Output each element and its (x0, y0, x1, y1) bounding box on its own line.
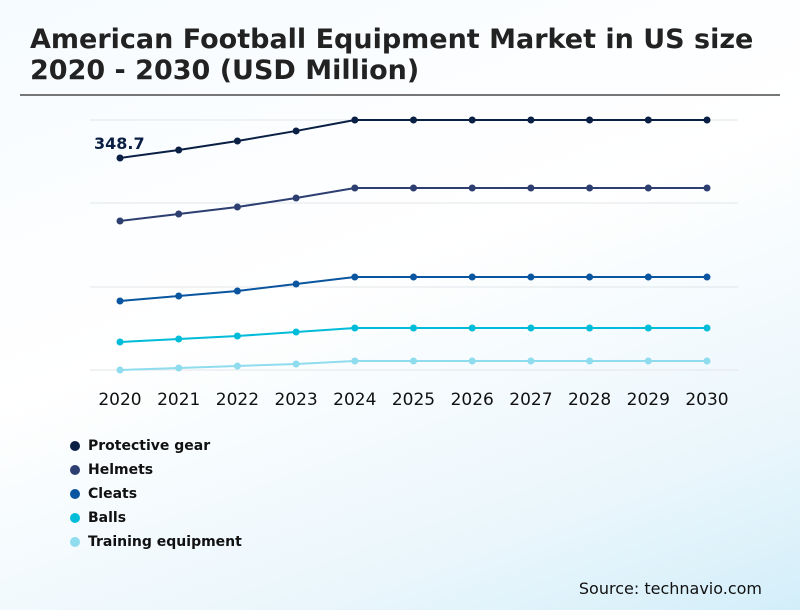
data-point (644, 116, 652, 124)
data-point (116, 338, 124, 346)
data-point (703, 273, 711, 281)
data-point (292, 127, 300, 135)
data-point (468, 324, 476, 332)
data-point (468, 184, 476, 192)
data-point (410, 357, 417, 365)
x-tick-label: 2028 (568, 390, 611, 410)
data-point (644, 184, 652, 192)
x-tick-label: 2020 (98, 390, 141, 410)
data-point (233, 362, 241, 370)
data-point (351, 273, 359, 281)
legend-label: Protective gear (88, 438, 211, 454)
legend-marker-icon (70, 513, 80, 523)
x-tick-label: 2021 (157, 390, 200, 410)
data-point (586, 324, 594, 332)
legend-item: Balls (70, 506, 242, 530)
data-label: 348.7 (94, 134, 145, 153)
legend-marker-icon (70, 465, 80, 475)
series-line (119, 119, 707, 159)
legend-marker-icon (70, 489, 80, 499)
chart-title: American Football Equipment Market in US… (30, 24, 754, 86)
legend-label: Training equipment (88, 534, 242, 550)
data-point (527, 273, 535, 281)
data-point (703, 184, 711, 192)
data-point (644, 324, 652, 332)
data-point (233, 332, 241, 340)
data-point (586, 116, 594, 124)
data-point (527, 116, 535, 124)
data-point (116, 217, 124, 225)
legend-item: Training equipment (70, 530, 242, 554)
data-point (292, 194, 300, 202)
x-tick-label: 2027 (509, 390, 552, 410)
data-point (233, 137, 241, 145)
data-point (116, 297, 124, 305)
data-point (644, 273, 652, 281)
legend-item: Protective gear (70, 434, 242, 458)
data-point (703, 324, 711, 332)
data-point (116, 366, 124, 374)
legend-label: Helmets (88, 462, 154, 478)
legend-label: Balls (88, 510, 127, 526)
data-point (410, 324, 417, 332)
x-tick-label: 2024 (333, 390, 376, 410)
title-divider (20, 94, 780, 96)
data-point (233, 287, 241, 295)
legend-item: Cleats (70, 482, 242, 506)
data-point (351, 116, 359, 124)
data-point (351, 357, 359, 365)
data-point (644, 357, 652, 365)
data-point (468, 273, 476, 281)
data-point (586, 184, 594, 192)
x-tick-label: 2025 (392, 390, 435, 410)
data-point (468, 357, 476, 365)
data-point (175, 335, 183, 343)
data-point (527, 324, 535, 332)
data-point (703, 116, 711, 124)
x-tick-label: 2023 (274, 390, 317, 410)
data-point (292, 328, 300, 336)
data-point (175, 146, 183, 154)
x-tick-label: 2026 (451, 390, 494, 410)
data-point (586, 357, 594, 365)
data-point (410, 273, 417, 281)
legend-marker-icon (70, 537, 80, 547)
data-point (586, 273, 594, 281)
data-point (292, 280, 300, 288)
data-point (233, 203, 241, 211)
data-point (175, 292, 183, 300)
data-point (175, 210, 183, 218)
x-tick-label: 2030 (685, 390, 728, 410)
legend: Protective gear Helmets Cleats Balls Trainin… (70, 434, 242, 554)
data-point (175, 364, 183, 372)
legend-label: Cleats (88, 486, 138, 502)
data-point (292, 360, 300, 368)
data-point (351, 324, 359, 332)
x-tick-label: 2022 (216, 390, 259, 410)
data-point (468, 116, 476, 124)
x-tick-label: 2029 (627, 390, 670, 410)
data-point (527, 184, 535, 192)
source-label: Source: technavio.com (578, 579, 762, 598)
data-point (410, 184, 417, 192)
series-line (119, 187, 707, 222)
legend-marker-icon (70, 441, 80, 451)
series-line (119, 276, 707, 302)
data-point (527, 357, 535, 365)
data-point (351, 184, 359, 192)
data-point (116, 154, 124, 162)
data-point (410, 116, 417, 124)
data-point (703, 357, 711, 365)
legend-item: Helmets (70, 458, 242, 482)
